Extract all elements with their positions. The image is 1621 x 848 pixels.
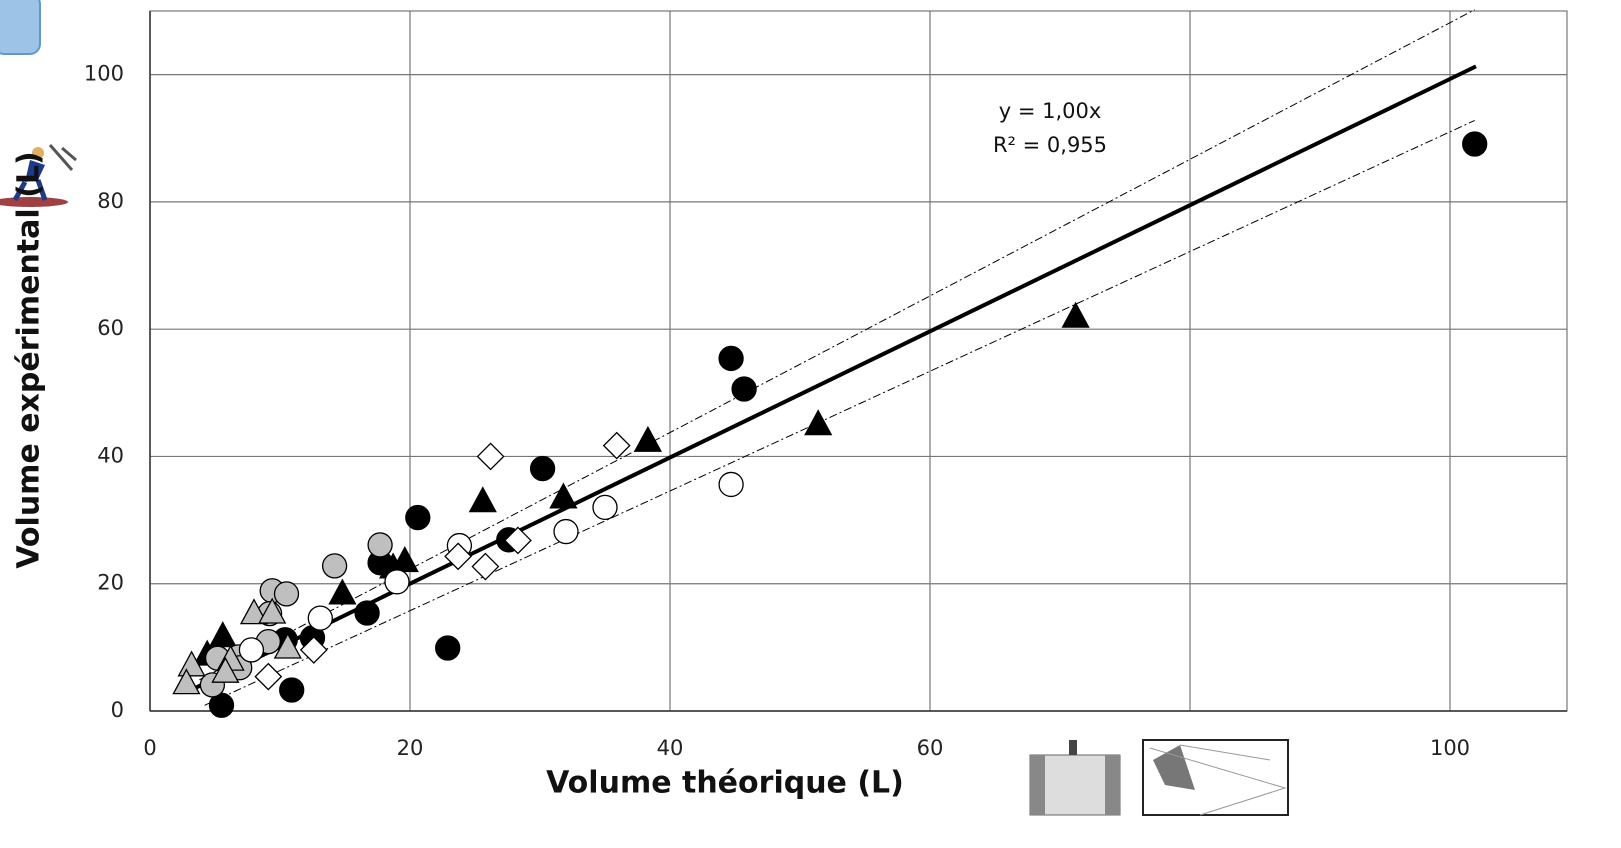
y-tick-label: 80: [97, 189, 124, 213]
trend-line: [186, 64, 1477, 694]
point: [435, 635, 461, 661]
trend-line: [204, 120, 1475, 706]
point: [384, 569, 410, 595]
point: [529, 455, 556, 482]
point: [177, 650, 206, 677]
point: [328, 578, 357, 605]
point: [254, 662, 283, 691]
point: [503, 526, 532, 555]
x-axis-title: Volume théorique (L): [546, 766, 904, 801]
x-tick-label: 100: [1430, 736, 1470, 760]
y-tick-label: 60: [97, 316, 124, 340]
point: [172, 668, 201, 695]
point: [549, 482, 578, 509]
y-tick-label: 100: [84, 62, 124, 86]
point: [1061, 301, 1090, 328]
y-axis-title: Volume expérimental (L): [12, 151, 47, 568]
x-tick-label: 60: [917, 736, 944, 760]
point: [238, 637, 265, 663]
y-tick-label: 40: [97, 443, 124, 467]
point: [405, 504, 431, 531]
point: [367, 532, 393, 558]
point: [804, 409, 833, 436]
x-tick-label: 0: [143, 736, 156, 760]
point: [471, 552, 500, 581]
r-squared: R² = 0,955: [993, 133, 1107, 157]
point: [592, 494, 618, 521]
y-tick-label: 20: [97, 571, 124, 595]
point: [1462, 131, 1488, 157]
point: [258, 597, 287, 624]
point: [468, 486, 497, 513]
point: [273, 581, 300, 607]
inset-images: [1029, 739, 1289, 816]
point: [444, 542, 473, 571]
point: [279, 677, 305, 703]
point: [307, 605, 333, 631]
point: [321, 553, 348, 579]
point: [476, 442, 505, 471]
point: [718, 471, 744, 498]
point: [239, 598, 269, 625]
equation: y = 1,00x: [999, 99, 1102, 123]
point: [602, 431, 631, 460]
point: [553, 518, 579, 545]
point: [211, 656, 240, 683]
worker-icon: [0, 144, 77, 207]
x-tick-label: 20: [397, 736, 424, 760]
decoration-box: [0, 0, 41, 55]
x-tick-label: 40: [657, 736, 684, 760]
y-tick-label: 0: [111, 698, 124, 722]
point: [633, 425, 662, 452]
point: [354, 600, 380, 626]
point: [731, 376, 757, 402]
point: [718, 345, 744, 372]
point: [299, 635, 328, 664]
point: [273, 632, 302, 659]
point: [208, 621, 237, 648]
